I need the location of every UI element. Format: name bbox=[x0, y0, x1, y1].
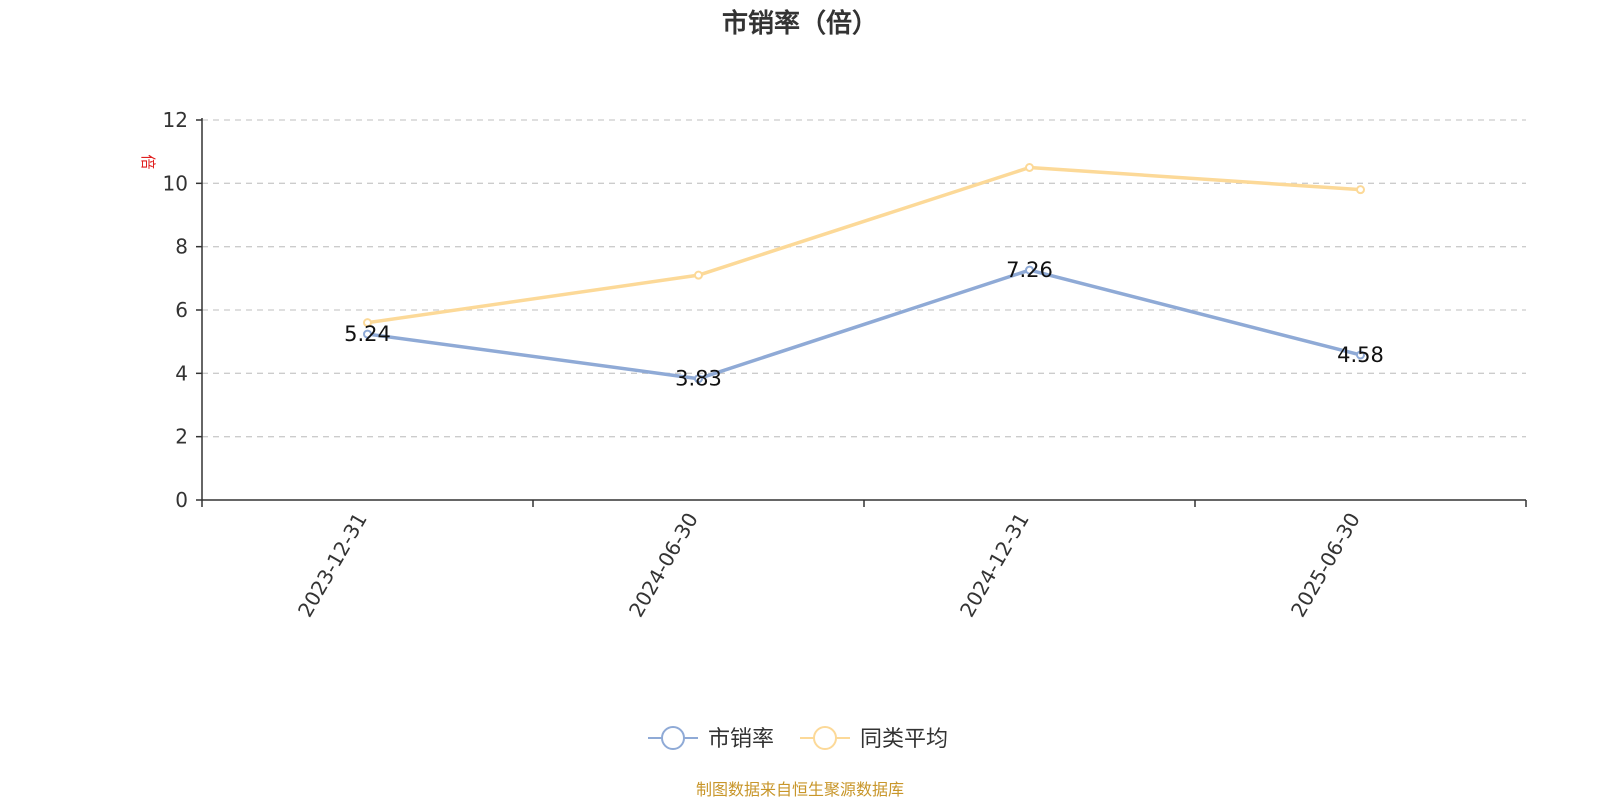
series-group bbox=[363, 163, 1365, 384]
series-point bbox=[1356, 185, 1365, 195]
x-tick-label: 2024-06-30 bbox=[624, 509, 703, 622]
series-point bbox=[363, 318, 372, 328]
source-note: 制图数据来自恒生聚源数据库 bbox=[696, 780, 904, 799]
data-label: 3.83 bbox=[675, 367, 722, 391]
y-tick-label: 2 bbox=[175, 425, 188, 449]
legend-label: 同类平均 bbox=[860, 727, 948, 752]
y-tick-label: 4 bbox=[175, 361, 188, 385]
y-tick-label: 0 bbox=[175, 488, 188, 512]
y-tick-label: 8 bbox=[175, 235, 188, 259]
grid-lines bbox=[202, 119, 1526, 438]
legend[interactable]: 市销率 同类平均 bbox=[648, 726, 948, 752]
legend-marker bbox=[813, 726, 837, 750]
data-label: 7.26 bbox=[1006, 258, 1053, 282]
y-tick-label: 6 bbox=[175, 298, 188, 322]
legend-item-1[interactable]: 同类平均 bbox=[800, 726, 948, 752]
x-tick-label: 2023-12-31 bbox=[293, 509, 372, 622]
y-axis-unit: 倍 bbox=[139, 154, 157, 169]
legend-marker bbox=[661, 726, 685, 750]
x-tick-label: 2024-12-31 bbox=[955, 509, 1034, 622]
y-tick-label: 12 bbox=[163, 108, 188, 132]
data-label: 4.58 bbox=[1337, 343, 1384, 367]
legend-label: 市销率 bbox=[708, 727, 774, 752]
chart-title: 市销率（倍） bbox=[722, 8, 878, 39]
series-line-0 bbox=[367, 268, 1361, 381]
data-label: 5.24 bbox=[344, 322, 391, 346]
y-tick-label: 10 bbox=[163, 171, 188, 195]
series-point bbox=[363, 329, 372, 339]
series-point bbox=[1025, 163, 1034, 172]
y-axis-ticks: 0 2 4 6 8 10 12 bbox=[163, 108, 202, 512]
series-point bbox=[1025, 265, 1034, 275]
x-tick-label: 2025-06-30 bbox=[1286, 509, 1365, 622]
series-point bbox=[694, 374, 703, 384]
series-line-1 bbox=[367, 165, 1361, 325]
series-point bbox=[1356, 350, 1365, 360]
data-labels: 5.24 3.83 7.26 4.58 bbox=[344, 258, 1384, 391]
legend-item-0[interactable]: 市销率 bbox=[648, 726, 774, 752]
series-point bbox=[694, 270, 703, 280]
axes bbox=[201, 118, 1526, 501]
x-axis-ticks: 2023-12-31 2024-06-30 2024-12-31 2025-06-30 bbox=[201, 500, 1527, 622]
